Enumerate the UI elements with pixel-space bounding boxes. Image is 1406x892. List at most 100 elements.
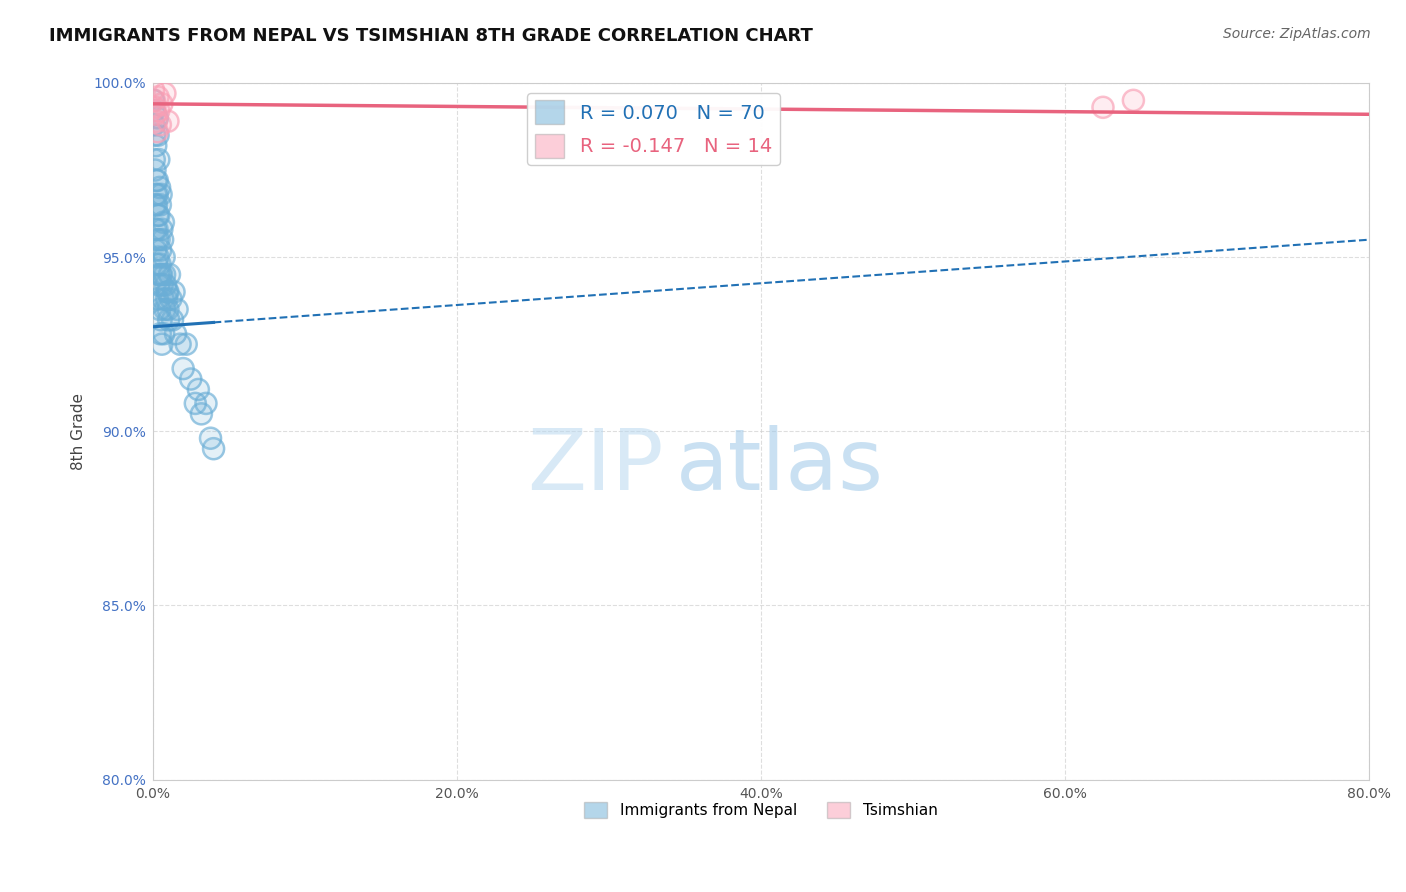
Point: [146, 128, 169, 143]
Point: [142, 83, 165, 97]
Point: [174, 337, 197, 351]
Point: [153, 302, 176, 317]
Point: [145, 138, 167, 153]
Point: [172, 361, 194, 376]
Point: [155, 277, 177, 292]
Point: [162, 313, 184, 327]
Point: [148, 233, 170, 247]
Point: [143, 118, 166, 132]
Point: [163, 285, 186, 299]
Point: [150, 222, 173, 236]
Point: [150, 313, 173, 327]
Point: [153, 87, 176, 101]
Point: [166, 302, 188, 317]
Point: [146, 222, 169, 236]
Y-axis label: 8th Grade: 8th Grade: [72, 392, 86, 470]
Point: [143, 128, 166, 143]
Point: [152, 233, 174, 247]
Text: IMMIGRANTS FROM NEPAL VS TSIMSHIAN 8TH GRADE CORRELATION CHART: IMMIGRANTS FROM NEPAL VS TSIMSHIAN 8TH G…: [49, 27, 813, 45]
Legend: Immigrants from Nepal, Tsimshian: Immigrants from Nepal, Tsimshian: [578, 796, 943, 824]
Point: [145, 198, 167, 212]
Point: [142, 94, 165, 108]
Point: [165, 326, 187, 341]
Point: [149, 268, 172, 282]
Point: [153, 250, 176, 264]
Point: [146, 187, 169, 202]
Point: [149, 180, 172, 194]
Point: [150, 313, 173, 327]
Point: [162, 313, 184, 327]
Point: [155, 292, 177, 306]
Point: [153, 302, 176, 317]
Point: [202, 442, 225, 456]
Point: [146, 250, 169, 264]
Point: [145, 187, 167, 202]
Point: [146, 292, 169, 306]
Point: [153, 268, 176, 282]
Point: [152, 233, 174, 247]
Point: [150, 277, 173, 292]
Point: [156, 302, 179, 317]
Point: [159, 268, 181, 282]
Point: [157, 313, 180, 327]
Point: [143, 153, 166, 167]
Point: [149, 302, 172, 317]
Point: [156, 285, 179, 299]
Point: [157, 313, 180, 327]
Point: [143, 118, 166, 132]
Point: [143, 198, 166, 212]
Point: [194, 396, 217, 410]
Point: [146, 111, 169, 125]
Point: [148, 268, 170, 282]
Point: [146, 173, 169, 187]
Point: [156, 114, 179, 128]
Point: [149, 243, 172, 257]
Point: [200, 431, 222, 445]
Point: [1122, 94, 1144, 108]
Point: [146, 208, 169, 222]
Point: [149, 118, 172, 132]
Point: [145, 257, 167, 271]
Point: [187, 383, 209, 397]
Point: [149, 257, 172, 271]
Point: [146, 208, 169, 222]
Point: [190, 407, 212, 421]
Text: Source: ZipAtlas.com: Source: ZipAtlas.com: [1223, 27, 1371, 41]
Point: [143, 100, 166, 114]
Point: [160, 292, 183, 306]
Point: [143, 103, 166, 118]
Point: [156, 302, 179, 317]
Point: [142, 83, 165, 97]
Point: [184, 396, 207, 410]
Point: [145, 114, 167, 128]
Point: [152, 292, 174, 306]
Point: [146, 222, 169, 236]
Point: [152, 215, 174, 229]
Point: [146, 173, 169, 187]
Point: [180, 372, 202, 386]
Point: [148, 103, 170, 118]
Point: [148, 153, 170, 167]
Point: [150, 96, 173, 111]
Point: [174, 337, 197, 351]
Point: [153, 87, 176, 101]
Point: [143, 94, 166, 108]
Point: [145, 222, 167, 236]
Point: [150, 222, 173, 236]
Point: [145, 173, 167, 187]
Point: [149, 326, 172, 341]
Point: [172, 361, 194, 376]
Point: [202, 442, 225, 456]
Point: [149, 198, 172, 212]
Point: [169, 337, 191, 351]
Point: [146, 90, 169, 104]
Point: [150, 187, 173, 202]
Point: [145, 114, 167, 128]
Point: [155, 277, 177, 292]
Point: [156, 285, 179, 299]
Point: [152, 326, 174, 341]
Point: [150, 187, 173, 202]
Point: [145, 173, 167, 187]
Point: [187, 383, 209, 397]
Point: [165, 326, 187, 341]
